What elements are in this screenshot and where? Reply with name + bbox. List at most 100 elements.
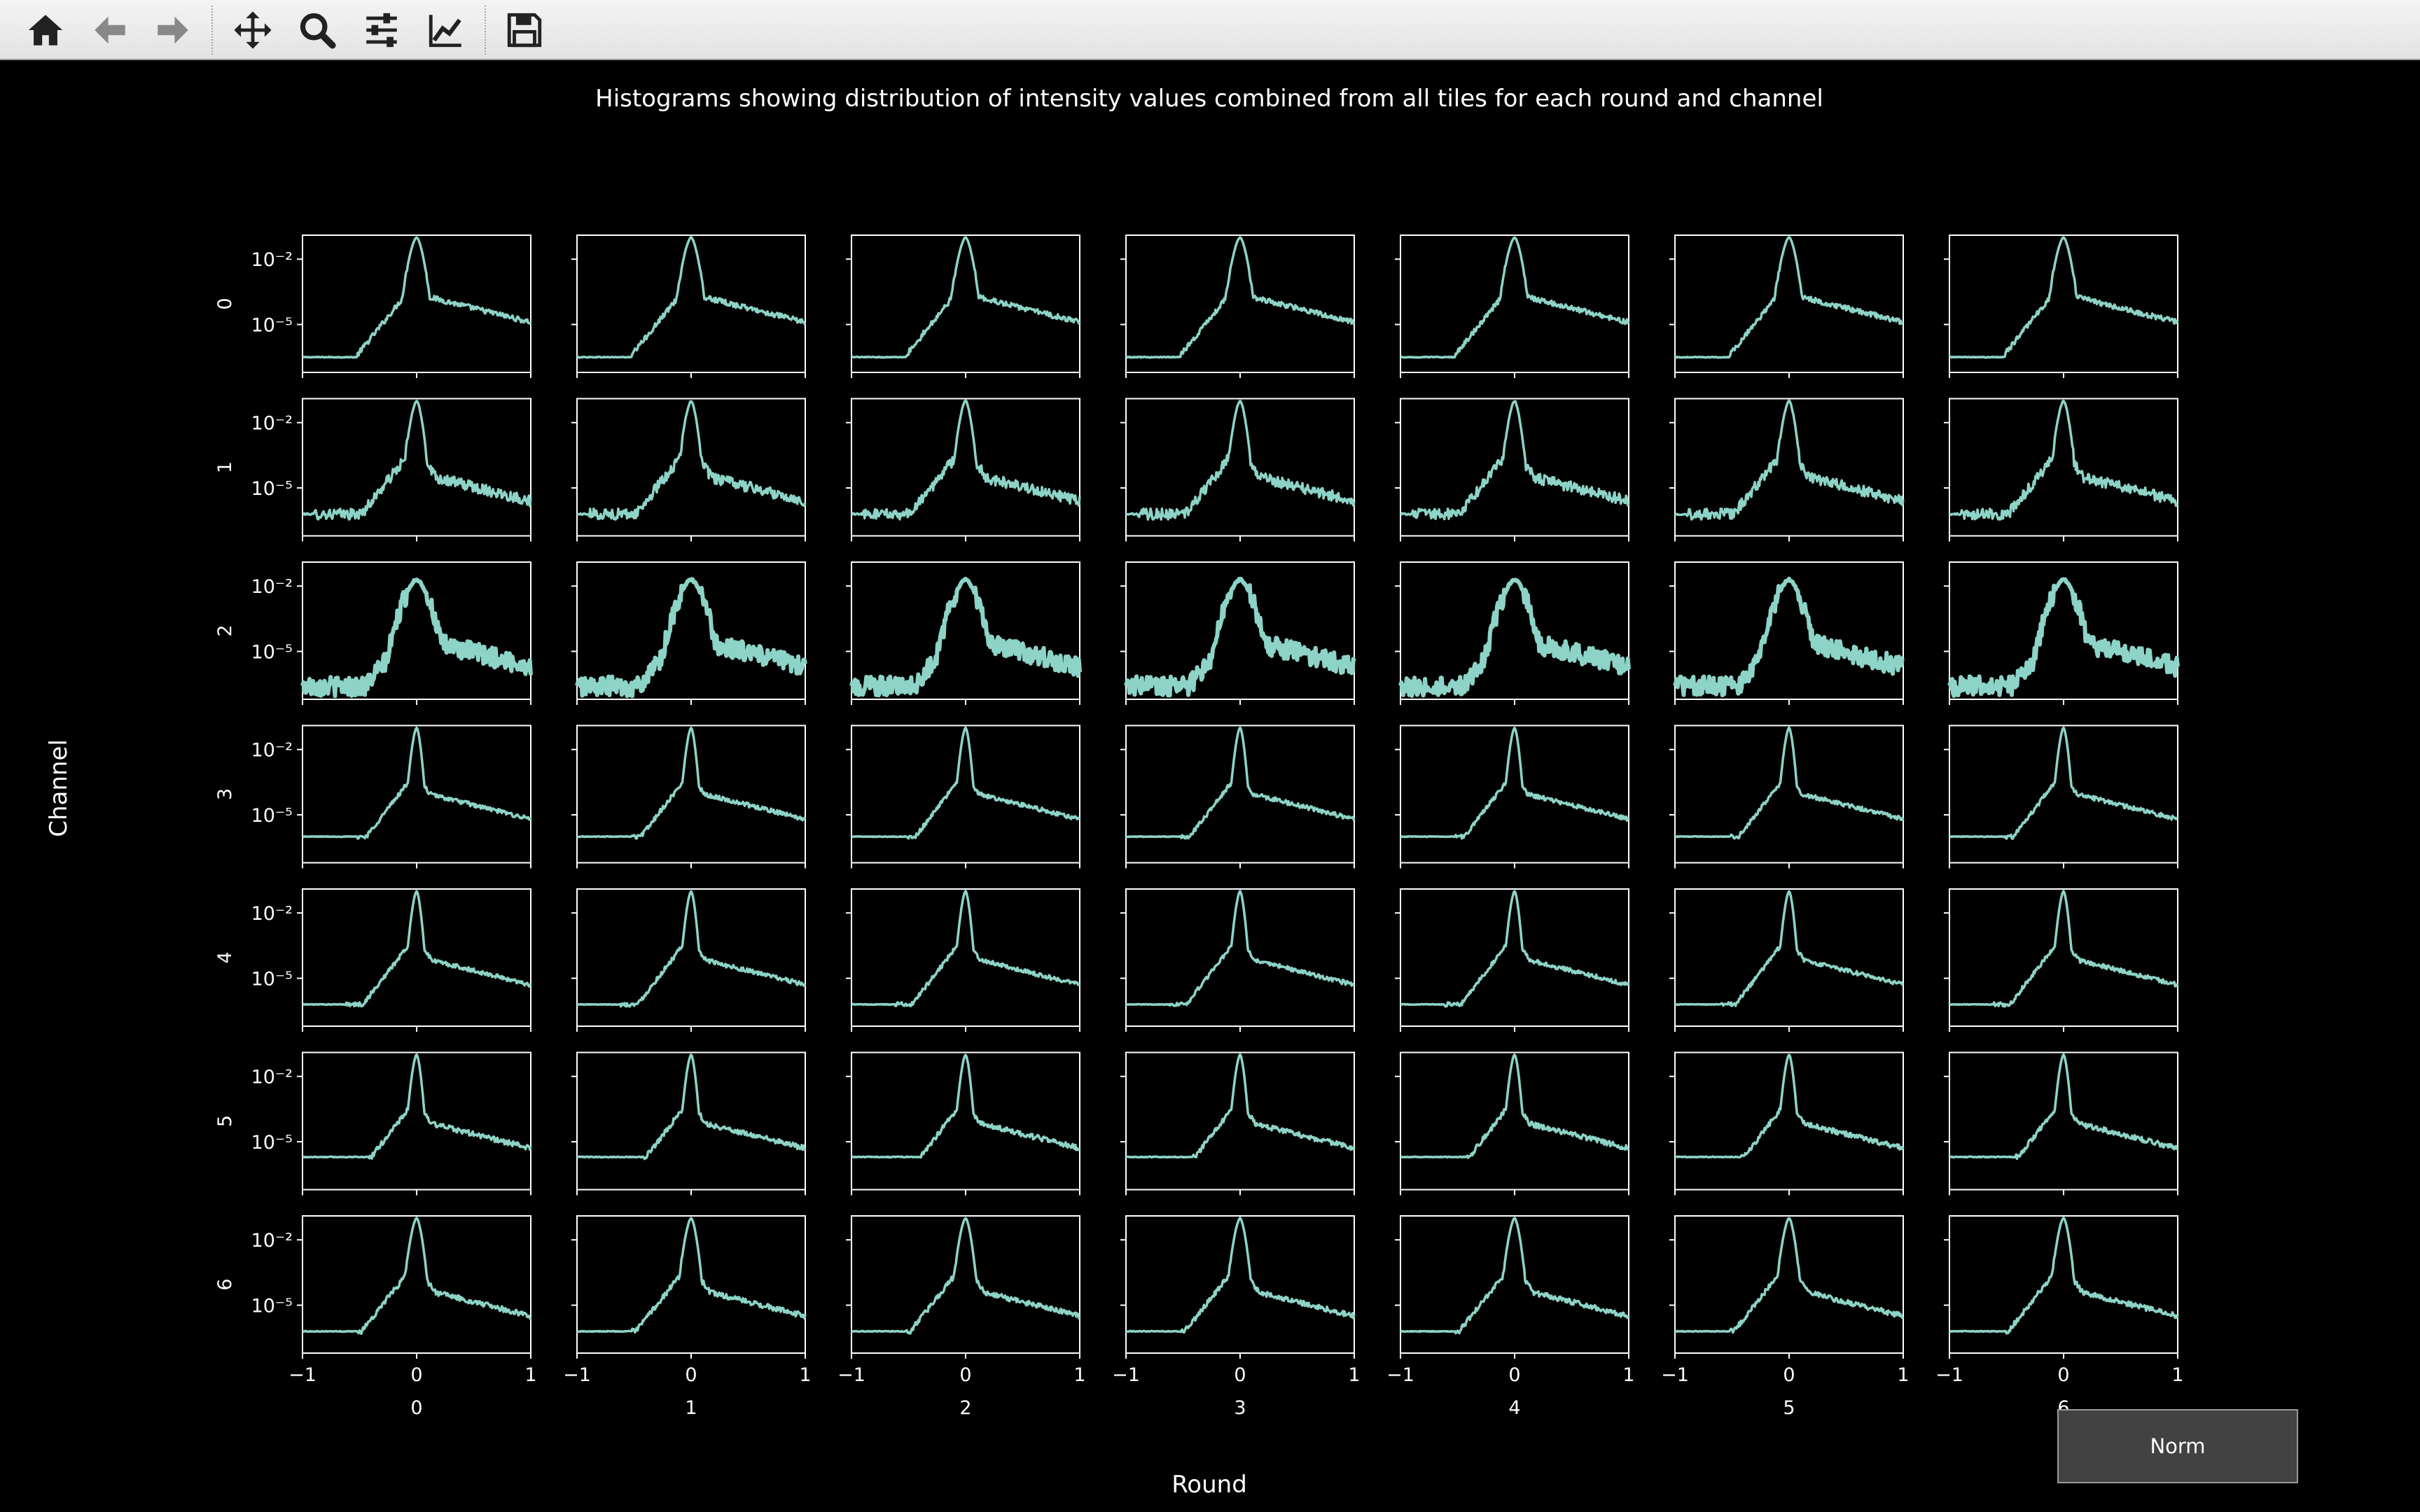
series-line <box>576 727 807 840</box>
subplot-ch2-r6 <box>1944 561 2180 705</box>
column-label-round-5: 5 <box>1783 1397 1795 1419</box>
series-line <box>1674 1217 1904 1334</box>
subplot-frame <box>576 234 806 373</box>
subplot-ch1-r2 <box>846 398 1081 542</box>
subplot-ch2-r4 <box>1395 561 1631 705</box>
subplot-ch4-r4 <box>1395 888 1630 1032</box>
subplot-ch0-r4 <box>1395 234 1630 378</box>
y-tick-label: 10⁻² <box>251 413 293 435</box>
subplot-ch3-r6 <box>1944 724 2178 869</box>
series-line <box>851 1054 1081 1159</box>
subplot-frame <box>851 1051 1080 1191</box>
subplot-ch2-r0: 10⁻² 10⁻⁵ <box>251 561 533 705</box>
subplot-ch6-r6: −1 0 1 <box>1935 1215 2184 1386</box>
subplot-ch1-r1 <box>571 398 807 542</box>
subplot-ch2-r5 <box>1669 561 1905 705</box>
column-label-round-0: 0 <box>410 1397 422 1419</box>
subplot-frame <box>576 724 806 864</box>
subplot-frame <box>1949 724 2178 864</box>
series-line <box>1949 1217 2179 1335</box>
row-label-channel-0: 0 <box>214 298 236 309</box>
toolbar-separator <box>211 6 214 55</box>
series-line <box>575 577 807 699</box>
y-tick-label: 10⁻² <box>251 1230 293 1252</box>
series-line <box>1398 578 1631 698</box>
subplot-ch2-r1 <box>571 561 807 705</box>
subplot-ch4-r1 <box>571 888 807 1032</box>
subplot-ch1-r6 <box>1944 398 2178 542</box>
subplot-ch3-r1 <box>571 724 807 869</box>
series-line <box>576 235 807 359</box>
figure-title: Histograms showing distribution of inten… <box>595 85 1823 113</box>
series-line <box>1400 1217 1630 1335</box>
series-line <box>851 890 1081 1008</box>
series-line <box>1949 236 2179 359</box>
x-tick-label: 1 <box>1897 1364 1909 1386</box>
zoom-icon[interactable] <box>291 6 343 55</box>
subplot-ch5-r6 <box>1944 1051 2178 1196</box>
series-line <box>1400 890 1630 1008</box>
x-tick-label: 0 <box>685 1364 697 1386</box>
subplots-config-icon[interactable] <box>356 6 408 55</box>
subplot-ch1-r5 <box>1669 398 1905 542</box>
series-line <box>576 890 807 1008</box>
x-tick-label: 1 <box>1073 1364 1085 1386</box>
subplot-frame <box>851 1215 1080 1354</box>
save-icon[interactable] <box>499 6 550 55</box>
x-tick-label: −1 <box>1386 1364 1414 1386</box>
subplot-ch1-r4 <box>1395 398 1629 542</box>
subplot-frame <box>576 1051 806 1191</box>
subplot-frame <box>1949 1051 2178 1191</box>
series-line <box>302 236 532 359</box>
x-tick-label: 0 <box>2057 1364 2069 1386</box>
subplot-ch6-r2: −1 0 1 <box>837 1215 1086 1386</box>
subplot-ch3-r4 <box>1395 724 1629 869</box>
series-line <box>1949 726 2178 840</box>
x-tick-label: −1 <box>288 1364 317 1386</box>
toolbar-separator <box>485 6 487 55</box>
subplot-ch0-r6 <box>1944 234 2179 378</box>
subplot-frame <box>302 1051 531 1191</box>
column-label-round-3: 3 <box>1234 1397 1246 1419</box>
series-line <box>1949 399 2178 521</box>
subplot-ch4-r5 <box>1669 888 1904 1032</box>
series-line <box>1674 399 1905 521</box>
series-line <box>300 578 533 699</box>
row-label-channel-6: 6 <box>214 1278 236 1290</box>
series-line <box>1125 1217 1356 1334</box>
y-tick-label: 10⁻² <box>251 903 293 925</box>
series-line <box>1949 1053 2178 1161</box>
x-tick-label: 1 <box>1348 1364 1360 1386</box>
edit-axes-icon[interactable] <box>420 6 472 55</box>
y-tick-label: 10⁻⁵ <box>251 315 293 337</box>
subplot-frame <box>1400 561 1629 700</box>
back-arrow-icon[interactable] <box>84 6 136 55</box>
subplot-ch0-r5 <box>1669 234 1904 378</box>
forward-arrow-icon[interactable] <box>147 6 199 55</box>
subplot-ch3-r3 <box>1120 724 1356 869</box>
subplot-frame <box>302 234 531 373</box>
x-tick-label: 1 <box>2171 1364 2183 1386</box>
series-line <box>1674 726 1905 840</box>
x-tick-label: 0 <box>1783 1364 1795 1386</box>
y-tick-label: 10⁻² <box>251 576 293 598</box>
norm-button[interactable]: Norm <box>2057 1409 2298 1483</box>
pan-icon[interactable] <box>227 6 279 55</box>
subplot-ch5-r4 <box>1395 1051 1629 1196</box>
subplot-frame <box>302 1215 531 1354</box>
series-line <box>851 1217 1081 1335</box>
y-tick-label: 10⁻⁵ <box>251 969 293 990</box>
series-line <box>1125 399 1356 521</box>
x-tick-label: 0 <box>1234 1364 1246 1386</box>
y-tick-label: 10⁻⁵ <box>251 805 293 827</box>
subplot-ch4-r0: 10⁻² 10⁻⁵ <box>251 888 532 1032</box>
home-icon[interactable] <box>20 6 71 55</box>
series-line <box>302 1217 532 1336</box>
row-label-channel-1: 1 <box>214 461 236 473</box>
subplot-ch2-r2 <box>846 561 1082 705</box>
subplot-ch1-r0: 10⁻² 10⁻⁵ <box>251 398 532 542</box>
series-line <box>849 577 1082 698</box>
y-tick-label: 10⁻² <box>251 249 293 271</box>
subplot-ch0-r0: 10⁻² 10⁻⁵ <box>251 234 532 378</box>
subplot-frame <box>1125 1051 1355 1191</box>
